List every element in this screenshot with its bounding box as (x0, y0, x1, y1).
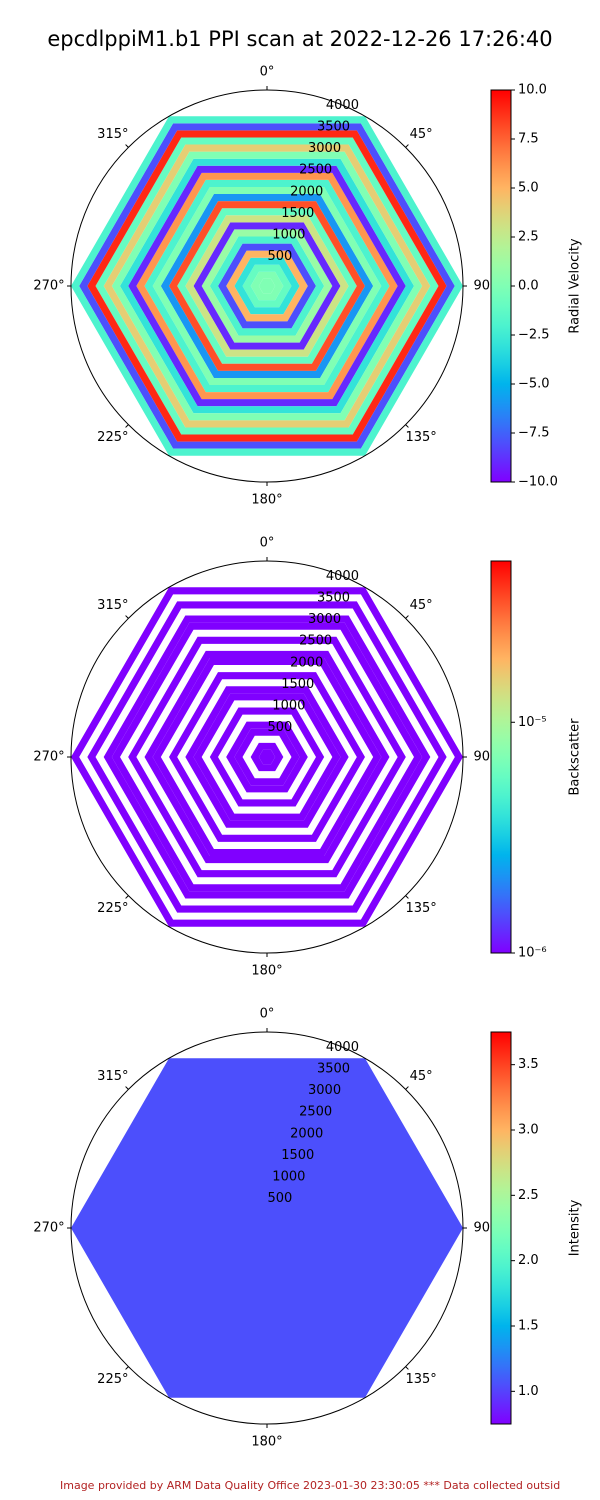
r-tick-label: 4000 (326, 569, 359, 584)
range-ring (258, 278, 276, 294)
colorbar-tick-label: 5.0 (518, 181, 539, 196)
theta-tick (405, 144, 409, 148)
theta-tick-label: 225° (97, 1372, 128, 1387)
colorbar-tick-label: 10.0 (518, 83, 547, 98)
colorbar (490, 89, 512, 483)
theta-tick-label: 45° (410, 598, 433, 613)
colorbar-tick-label: 3.0 (518, 1123, 539, 1138)
theta-tick (405, 424, 409, 428)
r-tick-label: 2000 (290, 655, 323, 670)
colorbar-tick-label: 3.5 (518, 1057, 539, 1072)
theta-tick-label: 0° (260, 536, 275, 551)
footer: Image provided by ARM Data Quality Offic… (60, 1479, 560, 1492)
theta-tick-label: 315° (97, 127, 128, 142)
r-tick-label: 500 (268, 249, 293, 264)
r-tick-label: 1500 (281, 1148, 314, 1163)
theta-tick-label: 180° (251, 493, 282, 508)
theta-tick (125, 424, 129, 428)
colorbar-tick-label: 1.0 (518, 1384, 539, 1399)
figure-title: epcdlppiM1.b1 PPI scan at 2022-12-26 17:… (47, 27, 552, 51)
colorbar-tick-label: 10⁻⁵ (518, 715, 547, 730)
r-tick-label: 3500 (317, 591, 350, 606)
theta-tick-label: 45° (410, 127, 433, 142)
colorbar-tick-label: 2.5 (518, 1188, 539, 1203)
range-ring (250, 742, 284, 772)
theta-tick-label: 315° (97, 1069, 128, 1084)
r-tick-label: 2000 (290, 1126, 323, 1141)
r-tick-label: 4000 (326, 98, 359, 113)
range-ring (258, 749, 276, 765)
r-tick-label: 3000 (308, 612, 341, 627)
theta-tick-label: 180° (251, 1435, 282, 1450)
theta-tick (125, 1366, 129, 1370)
r-tick-label: 2500 (299, 1105, 332, 1120)
theta-tick (405, 895, 409, 899)
r-tick-label: 3000 (308, 1083, 341, 1098)
r-tick-label: 3500 (317, 1062, 350, 1077)
colorbar-label: Radial Velocity (568, 238, 583, 334)
r-tick-label: 500 (268, 720, 293, 735)
r-tick-label: 3000 (308, 141, 341, 156)
r-tick-label: 2500 (299, 634, 332, 649)
theta-tick-label: 45° (410, 1069, 433, 1084)
range-ring (242, 264, 292, 308)
r-tick-label: 1000 (272, 227, 305, 242)
theta-tick (125, 144, 129, 148)
theta-tick-label: 0° (260, 1007, 275, 1022)
theta-tick-label: 0° (260, 65, 275, 80)
r-tick-label: 500 (268, 1191, 293, 1206)
theta-tick-label: 315° (97, 598, 128, 613)
theta-tick-label: 270° (33, 750, 64, 765)
r-tick-label: 4000 (326, 1040, 359, 1055)
theta-tick (405, 615, 409, 619)
theta-tick-label: 135° (405, 1372, 436, 1387)
colorbar-tick-label: 0.0 (518, 279, 539, 294)
r-tick-label: 2500 (299, 163, 332, 178)
colorbar-tick-label: 2.0 (518, 1253, 539, 1268)
r-tick-label: 1500 (281, 206, 314, 221)
theta-tick-label: 135° (405, 901, 436, 916)
colorbar-tick-label: −2.5 (518, 328, 550, 343)
theta-tick (125, 1086, 129, 1090)
theta-tick-label: 225° (97, 430, 128, 445)
theta-tick-label: 270° (33, 1221, 64, 1236)
theta-tick-label: 270° (33, 279, 64, 294)
colorbar-tick-label: 1.5 (518, 1319, 539, 1334)
r-tick-label: 2000 (290, 184, 323, 199)
theta-tick-label: 180° (251, 964, 282, 979)
colorbar-label: Backscatter (568, 718, 583, 796)
theta-tick-label: 225° (97, 901, 128, 916)
theta-tick (405, 1366, 409, 1370)
colorbar-label: Intensity (568, 1199, 583, 1256)
theta-tick (125, 895, 129, 899)
theta-tick-label: 135° (405, 430, 436, 445)
colorbar-tick-label: 10⁻⁶ (518, 946, 547, 961)
range-ring (234, 257, 300, 315)
range-ring (250, 271, 284, 301)
colorbar-tick-label: −7.5 (518, 426, 550, 441)
range-ring (71, 1058, 463, 1398)
colorbar (490, 560, 512, 954)
r-tick-label: 1500 (281, 677, 314, 692)
colorbar-tick-label: 2.5 (518, 230, 539, 245)
colorbar-tick-label: 7.5 (518, 132, 539, 147)
colorbar-tick-label: −5.0 (518, 377, 550, 392)
theta-tick (405, 1086, 409, 1090)
colorbar-tick-label: −10.0 (518, 475, 558, 490)
r-tick-label: 3500 (317, 120, 350, 135)
r-tick-label: 1000 (272, 698, 305, 713)
r-tick-label: 1000 (272, 1169, 305, 1184)
theta-tick (125, 615, 129, 619)
colorbar (490, 1031, 512, 1425)
